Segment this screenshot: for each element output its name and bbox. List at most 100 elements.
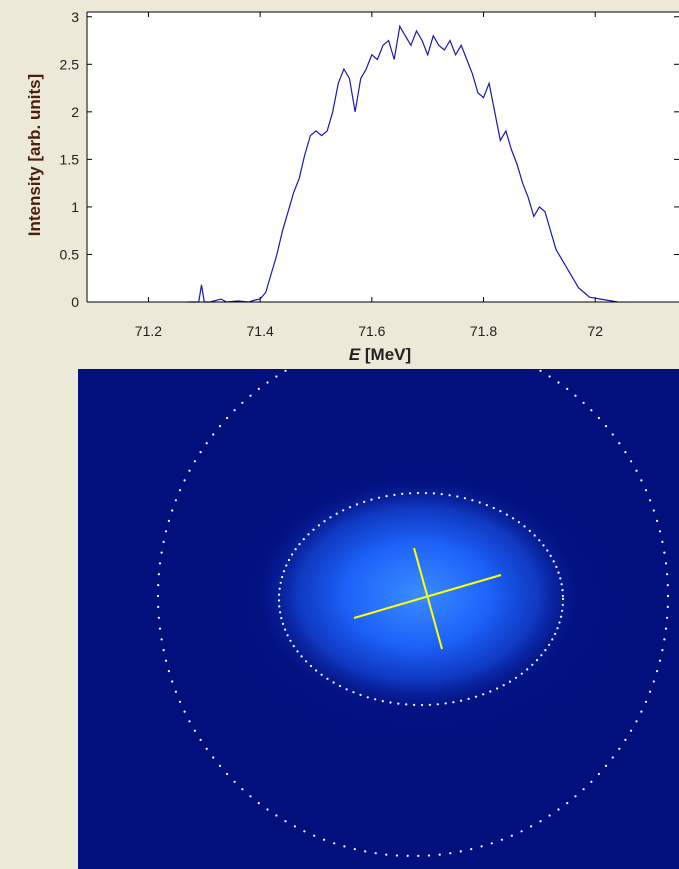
- outer-circle-dot: [158, 627, 162, 630]
- x-tick-label: 72: [587, 323, 603, 339]
- outer-circle-dot: [212, 433, 215, 436]
- outer-circle-dot: [156, 594, 160, 598]
- outer-circle-dot: [164, 530, 168, 533]
- intensity-series-line: [187, 24, 618, 303]
- inner-ellipse-dot: [307, 533, 310, 536]
- inner-ellipse-dot: [444, 702, 447, 705]
- inner-ellipse-dot: [538, 539, 541, 542]
- inner-ellipse-dot: [514, 676, 518, 679]
- inner-ellipse-dot: [452, 701, 455, 704]
- outer-circle-dot: [167, 670, 170, 673]
- outer-circle-dot: [658, 659, 662, 662]
- outer-circle-dot: [470, 848, 473, 851]
- outer-circle-dot: [226, 416, 229, 420]
- y-tick-label: 2: [71, 104, 79, 120]
- outer-circle-dot: [640, 479, 643, 482]
- inner-ellipse-dot: [281, 575, 284, 579]
- outer-circle-dot: [160, 551, 163, 554]
- inner-ellipse-dot: [533, 534, 536, 537]
- outer-circle-dot: [557, 381, 560, 384]
- inner-ellipse-dot: [312, 528, 315, 531]
- inner-ellipse-dot: [549, 554, 552, 557]
- outer-circle-dot: [241, 788, 244, 791]
- outer-circle-dot: [640, 710, 643, 713]
- outer-circle-dot: [611, 756, 614, 759]
- outer-circle-dot: [574, 394, 577, 397]
- inner-ellipse-dot: [335, 512, 338, 515]
- inner-ellipse-dot: [284, 628, 287, 631]
- outer-circle-dot: [649, 690, 652, 693]
- x-axis-label: E [MeV]: [349, 345, 411, 364]
- inner-ellipse-dot: [558, 621, 561, 624]
- inner-ellipse-dot: [526, 668, 529, 671]
- outer-circle-dot: [644, 489, 648, 492]
- x-axis-label-unit: [MeV]: [360, 345, 411, 364]
- outer-circle-dot: [266, 808, 269, 811]
- y-tick-label: 0: [71, 294, 79, 310]
- outer-circle-dot: [652, 509, 655, 512]
- inner-ellipse-dot: [317, 524, 320, 527]
- inner-ellipse-dot: [359, 693, 362, 696]
- outer-circle-dot: [539, 369, 542, 372]
- outer-circle-dot: [233, 409, 236, 412]
- inner-ellipse-dot: [385, 495, 388, 498]
- inner-ellipse-dot: [478, 501, 481, 504]
- inner-ellipse-dot: [428, 703, 431, 706]
- outer-circle-dot: [205, 747, 208, 750]
- outer-circle-dot: [157, 605, 160, 608]
- outer-circle-dot: [582, 788, 585, 791]
- outer-circle-dot: [160, 638, 163, 641]
- outer-circle-dot: [635, 720, 638, 723]
- outer-circle-dot: [171, 680, 174, 683]
- outer-circle-dot: [644, 700, 648, 703]
- outer-circle-dot: [582, 401, 585, 404]
- inner-ellipse-dot: [286, 634, 289, 637]
- outer-circle-dot: [597, 772, 601, 776]
- outer-circle-dot: [193, 729, 196, 732]
- inner-ellipse-dot: [508, 680, 512, 683]
- outer-circle-dot: [604, 425, 608, 428]
- inner-ellipse-dot: [278, 593, 281, 596]
- outer-circle-dot: [226, 772, 229, 776]
- outer-circle-dot: [500, 838, 503, 841]
- outer-circle-dot: [275, 814, 278, 817]
- inner-ellipse-dot: [309, 664, 313, 668]
- inner-ellipse-dot: [551, 638, 554, 641]
- outer-circle-dot: [574, 795, 577, 798]
- outer-circle-dot: [604, 764, 608, 767]
- x-axis-label-italic: E: [349, 345, 361, 364]
- x-tick-label: 71.8: [470, 323, 497, 339]
- outer-circle-dot: [333, 842, 336, 845]
- inner-ellipse-dot: [561, 597, 565, 601]
- outer-circle-dot: [666, 594, 670, 598]
- inner-ellipse-dot: [345, 688, 348, 691]
- inner-ellipse-dot: [280, 617, 283, 620]
- inner-ellipse-dot: [531, 663, 534, 666]
- inner-ellipse-dot: [374, 698, 377, 701]
- inner-ellipse-dot: [554, 632, 557, 635]
- outer-circle-dot: [566, 387, 569, 390]
- outer-circle-dot: [233, 780, 236, 783]
- outer-circle-dot: [174, 499, 177, 502]
- inner-ellipse-dot: [474, 695, 478, 698]
- outer-circle-dot: [249, 795, 252, 798]
- inner-ellipse-dot: [559, 577, 562, 580]
- inner-ellipse-dot: [329, 516, 332, 519]
- inner-ellipse-dot: [397, 702, 400, 705]
- inner-ellipse-dot: [282, 570, 286, 573]
- outer-circle-dot: [635, 469, 638, 472]
- inner-ellipse-dot: [278, 605, 281, 608]
- inner-ellipse-dot: [436, 703, 439, 706]
- outer-dotted-circle: [156, 369, 670, 857]
- outer-circle-dot: [218, 425, 222, 428]
- outer-circle-dot: [449, 852, 452, 855]
- inner-ellipse-dot: [502, 684, 505, 687]
- inner-ellipse-dot: [460, 699, 463, 702]
- y-tick-label: 0.5: [60, 246, 80, 262]
- outer-circle-dot: [427, 854, 431, 857]
- inner-ellipse-dot: [561, 603, 564, 606]
- inner-ellipse-dot: [552, 560, 555, 563]
- outer-circle-dot: [275, 375, 278, 378]
- inner-ellipse-dot: [289, 639, 292, 642]
- outer-circle-dot: [666, 573, 669, 576]
